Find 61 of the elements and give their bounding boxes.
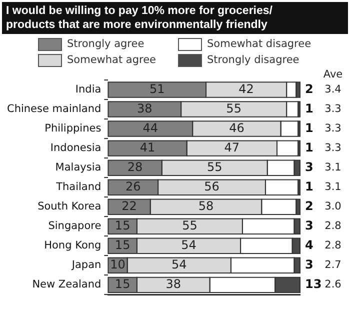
y-tick-label: Singapore: [48, 220, 102, 232]
text: 2.6: [324, 278, 342, 291]
y-tick-label: Philippines: [44, 122, 102, 135]
data-label: 3: [305, 218, 314, 233]
data-label: 46: [229, 120, 244, 135]
text: 2.7: [324, 259, 342, 272]
data-label: 2: [305, 82, 314, 96]
data-label: 55: [182, 218, 198, 233]
data-label: 55: [226, 101, 242, 116]
data-label: 1: [305, 120, 314, 135]
data-label: 15: [114, 238, 130, 252]
text: 3.1: [324, 162, 342, 174]
y-tick-label: Chinese mainland: [6, 103, 102, 116]
y-tick-label: India: [75, 83, 102, 96]
y-tick-label: Thailand: [55, 181, 102, 194]
legend-label: Strongly disagree: [207, 54, 300, 66]
data-label: 54: [172, 258, 187, 272]
data-label: 42: [238, 82, 254, 96]
data-label: 56: [204, 179, 220, 194]
text: 3.3: [324, 122, 342, 135]
data-label: 1: [305, 140, 314, 154]
data-label: 58: [198, 198, 214, 213]
data-label: 22: [122, 198, 137, 213]
data-label: 26: [125, 179, 141, 194]
data-label: 10: [110, 258, 126, 272]
data-label: 54: [181, 238, 196, 252]
data-label: 4: [305, 238, 314, 252]
text: 3.3: [324, 142, 342, 154]
text: 2.8: [324, 240, 342, 252]
text: Ave: [323, 68, 343, 80]
data-label: 44: [142, 120, 158, 135]
chart-title: I would be willing to pay 10% more for groceries/ products that are more environmentally friendly: [2, 2, 348, 34]
text: 3.0: [324, 200, 342, 213]
text: 2.8: [324, 220, 342, 232]
y-tick-label: South Korea: [38, 200, 102, 213]
legend-label: Somewhat disagree: [207, 38, 312, 50]
data-label: 1: [305, 179, 314, 194]
data-label: 55: [207, 160, 222, 174]
legend-label: Strongly agree: [67, 38, 144, 50]
data-label: 1: [305, 101, 314, 116]
y-tick-label: Hong Kong: [44, 240, 102, 252]
legend-label: Somewhat agree: [67, 54, 156, 66]
data-label: 41: [140, 140, 156, 154]
text: 3.1: [324, 181, 342, 194]
y-tick-label: Malaysia: [55, 162, 102, 174]
y-tick-label: Japan: [70, 259, 102, 272]
data-label: 47: [224, 140, 240, 154]
text: 3.3: [324, 103, 342, 116]
text: 3.4: [324, 83, 342, 96]
data-label: 3: [305, 160, 314, 174]
data-label: 15: [114, 218, 130, 233]
data-label: 3: [305, 258, 314, 272]
data-label: 2: [305, 198, 314, 213]
data-label: 51: [149, 82, 165, 96]
data-label: 38: [136, 101, 152, 116]
data-label: 28: [127, 160, 143, 174]
data-label: 13: [305, 277, 322, 292]
data-label: 38: [166, 277, 182, 292]
data-label: 15: [114, 277, 130, 292]
y-tick-label: Indonesia: [50, 142, 102, 154]
y-tick-label: New Zealand: [32, 278, 102, 291]
